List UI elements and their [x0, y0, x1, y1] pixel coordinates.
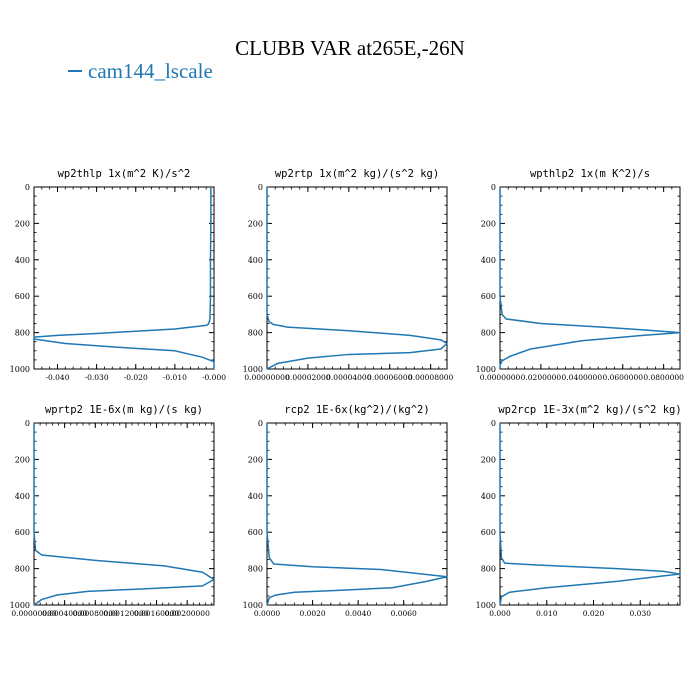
x-tick-label: 0.000 [489, 609, 511, 618]
x-tick-label: -0.020 [124, 373, 148, 382]
y-tick-label: 600 [15, 292, 30, 301]
x-tick-label: 0.0020 [299, 609, 325, 618]
subplot-title-2: wp2rtp 1x(m^2 kg)/(s^2 kg) [275, 168, 439, 180]
x-tick-label: -0.010 [163, 373, 187, 382]
y-tick-label: 200 [481, 219, 496, 228]
y-tick-label: 600 [15, 528, 30, 537]
y-tick-label: 600 [481, 292, 496, 301]
profile-line-5 [266, 423, 448, 606]
x-tick-label: 0.00004000 [326, 373, 372, 382]
profile-line-2 [266, 187, 448, 370]
plot-frame-3 [499, 186, 681, 370]
y-tick-label: 800 [481, 565, 496, 574]
y-tick-label: 0 [25, 183, 30, 192]
x-tick-label: 0.00120000 [103, 609, 149, 618]
y-tick-label: 1000 [243, 365, 263, 374]
plot-frame-4 [33, 422, 215, 606]
subplot-title-6: wp2rcp 1E-3x(m^2 kg)/(s^2 kg) [498, 404, 681, 416]
subplot-title-4: wprtp2 1E-6x(m kg)/(s kg) [45, 404, 203, 416]
x-tick-label: -0.030 [85, 373, 109, 382]
legend: cam144_lscale [68, 58, 213, 84]
x-tick-label: 0.00200000 [165, 609, 211, 618]
y-tick-label: 0 [491, 183, 496, 192]
x-tick-label: -0.000 [202, 373, 226, 382]
x-tick-label: 0.0000 [254, 609, 280, 618]
subplot-title-3: wpthlp2 1x(m K^2)/s [530, 168, 650, 180]
profile-line-6 [499, 423, 681, 606]
x-tick-label: 0.00040000 [42, 609, 88, 618]
x-tick-label: 0.00006000 [367, 373, 413, 382]
y-tick-label: 400 [15, 256, 30, 265]
y-tick-label: 1000 [476, 365, 496, 374]
x-tick-label: 0.00000000 [11, 609, 57, 618]
x-tick-label: 0.0800000 [643, 373, 684, 382]
y-tick-label: 600 [248, 528, 263, 537]
x-tick-label: 0.0060 [391, 609, 417, 618]
y-tick-label: 800 [15, 565, 30, 574]
y-tick-label: 400 [248, 256, 263, 265]
x-tick-label: 0.0400000 [562, 373, 603, 382]
y-tick-label: 400 [481, 256, 496, 265]
y-tick-label: 1000 [243, 601, 263, 610]
x-tick-label: 0.0000000 [480, 373, 521, 382]
x-tick-label: 0.0600000 [602, 373, 643, 382]
legend-swatch [68, 70, 82, 72]
profile-line-1 [33, 187, 215, 369]
y-tick-label: 600 [481, 528, 496, 537]
x-tick-label: 0.00002000 [285, 373, 331, 382]
y-tick-label: 1000 [476, 601, 496, 610]
y-tick-label: 1000 [10, 601, 30, 610]
y-tick-label: 800 [15, 329, 30, 338]
y-tick-label: 400 [15, 492, 30, 501]
x-tick-label: 0.00008000 [408, 373, 454, 382]
y-tick-label: 0 [258, 419, 263, 428]
y-tick-label: 800 [481, 329, 496, 338]
x-tick-label: 0.020 [583, 609, 605, 618]
y-tick-label: 200 [15, 455, 30, 464]
x-tick-label: 0.0200000 [521, 373, 562, 382]
y-tick-label: 0 [258, 183, 263, 192]
plot-frame-5 [266, 422, 448, 606]
chart-title: CLUBB VAR at265E,-26N [235, 36, 465, 60]
subplot-title-5: rcp2 1E-6x(kg^2)/(kg^2) [284, 404, 429, 416]
x-tick-label: 0.0040 [345, 609, 371, 618]
legend-label: cam144_lscale [88, 58, 213, 83]
x-tick-label: 0.00080000 [73, 609, 119, 618]
subplot-title-1: wp2thlp 1x(m^2 K)/s^2 [58, 168, 191, 180]
y-tick-label: 200 [481, 455, 496, 464]
x-tick-label: 0.00160000 [134, 609, 180, 618]
y-tick-label: 0 [25, 419, 30, 428]
plot-frame-1 [33, 186, 215, 370]
y-tick-label: 1000 [10, 365, 30, 374]
plot-frame-2 [266, 186, 448, 370]
profile-line-3 [499, 187, 681, 369]
y-tick-label: 800 [248, 329, 263, 338]
y-tick-label: 600 [248, 292, 263, 301]
x-tick-label: 0.030 [630, 609, 652, 618]
x-tick-label: -0.040 [45, 373, 69, 382]
profile-line-4 [33, 423, 215, 606]
y-tick-label: 0 [491, 419, 496, 428]
y-tick-label: 400 [248, 492, 263, 501]
y-tick-label: 200 [248, 455, 263, 464]
y-tick-label: 800 [248, 565, 263, 574]
y-tick-label: 400 [481, 492, 496, 501]
y-tick-label: 200 [248, 219, 263, 228]
x-tick-label: 0.010 [536, 609, 558, 618]
x-tick-label: 0.00000000 [244, 373, 290, 382]
y-tick-label: 200 [15, 219, 30, 228]
